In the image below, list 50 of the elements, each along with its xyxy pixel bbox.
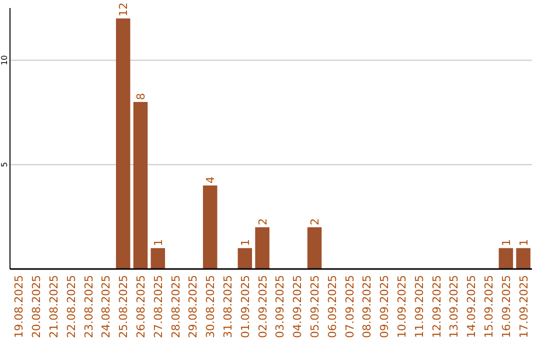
bar — [498, 248, 514, 269]
bar — [116, 18, 130, 269]
data-label: 2 — [308, 218, 322, 226]
x-tick-label: 13.09.2025 — [448, 275, 461, 338]
x-tick-label: 14.09.2025 — [465, 275, 478, 338]
data-label: 8 — [134, 92, 148, 100]
bar — [255, 227, 270, 269]
x-tick-label: 23.08.2025 — [82, 275, 96, 338]
x-tick-label: 10.09.2025 — [396, 275, 408, 338]
x-tick-label: 24.08.2025 — [100, 275, 113, 338]
x-tick-label: 01.09.2025 — [238, 275, 252, 338]
bar — [307, 227, 322, 269]
x-tick-label: 17.09.2025 — [517, 275, 530, 338]
y-tick-label: 10 — [0, 55, 9, 66]
data-label: 1 — [500, 239, 513, 246]
data-label: 1 — [238, 239, 252, 246]
x-tick-label: 25.08.2025 — [117, 275, 130, 338]
bar — [202, 185, 218, 269]
bar — [516, 248, 530, 269]
x-tick-label: 27.08.2025 — [152, 275, 165, 338]
x-tick-label: 21.08.2025 — [48, 275, 60, 338]
data-label: 2 — [256, 218, 270, 226]
x-tick-label: 19.08.2025 — [12, 275, 26, 338]
bar — [150, 248, 166, 269]
x-tick-label: 04.09.2025 — [291, 275, 304, 338]
x-tick-label: 09.09.2025 — [378, 275, 392, 338]
x-tick-label: 02.09.2025 — [256, 275, 270, 338]
x-tick-label: 22.08.2025 — [64, 275, 78, 338]
x-tick-label: 31.08.2025 — [222, 275, 234, 338]
data-label: 1 — [152, 239, 165, 246]
x-tick-label: 20.08.2025 — [30, 275, 44, 338]
x-tick-label: 05.09.2025 — [308, 275, 322, 338]
y-tick-label: 5 — [0, 162, 9, 168]
x-tick-label: 08.09.2025 — [360, 275, 374, 338]
x-tick-label: 12.09.2025 — [430, 275, 444, 338]
x-tick-label: 11.09.2025 — [412, 275, 426, 338]
bar — [133, 102, 148, 269]
x-tick-label: 16.09.2025 — [500, 275, 513, 338]
x-tick-label: 26.08.2025 — [134, 275, 148, 338]
data-label: 1 — [517, 239, 530, 246]
data-label: 4 — [204, 176, 218, 184]
x-tick-label: 03.09.2025 — [274, 275, 287, 338]
x-tick-label: 29.08.2025 — [186, 275, 200, 338]
bar — [238, 248, 252, 269]
x-tick-label: 06.09.2025 — [326, 275, 339, 338]
x-tick-label: 07.09.2025 — [343, 275, 356, 338]
data-label: 12 — [117, 2, 130, 16]
x-tick-label: 15.09.2025 — [482, 275, 496, 338]
x-tick-label: 30.08.2025 — [204, 275, 218, 338]
x-tick-label: 28.08.2025 — [169, 275, 182, 338]
